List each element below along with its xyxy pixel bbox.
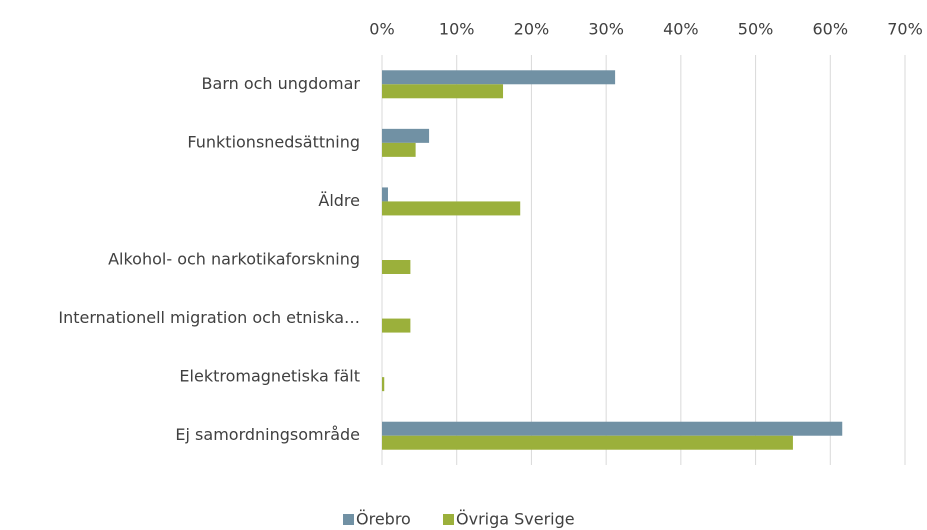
y-tick-label: Alkohol- och narkotikaforskning <box>108 250 360 269</box>
bar <box>382 377 385 392</box>
bar <box>382 142 416 157</box>
legend-swatch <box>343 514 354 525</box>
bar <box>382 260 411 274</box>
y-tick-label: Ej samordningsområde <box>175 425 360 444</box>
x-tick-label: 30% <box>588 20 624 39</box>
x-tick-label: 10% <box>439 20 475 39</box>
x-tick-label: 40% <box>663 20 699 39</box>
legend-swatch <box>443 514 454 525</box>
y-tick-label: Äldre <box>318 191 360 210</box>
legend-label: Örebro <box>356 510 411 529</box>
y-tick-label: Funktionsnedsättning <box>187 132 360 151</box>
bar <box>382 421 843 436</box>
bar <box>382 84 504 99</box>
legend-label: Övriga Sverige <box>456 510 575 529</box>
x-tick-label: 70% <box>887 20 923 39</box>
y-tick-label: Elektromagnetiska fält <box>179 367 360 386</box>
x-tick-label: 60% <box>813 20 849 39</box>
bar <box>382 435 793 450</box>
bar <box>382 187 388 202</box>
bar <box>382 201 521 216</box>
bar <box>382 318 411 333</box>
x-tick-label: 20% <box>514 20 550 39</box>
bar <box>382 70 616 85</box>
y-tick-label: Internationell migration och etniska… <box>58 308 360 327</box>
x-tick-label: 0% <box>369 20 394 39</box>
bar <box>382 128 430 143</box>
x-tick-label: 50% <box>738 20 774 39</box>
y-tick-label: Barn och ungdomar <box>202 74 361 93</box>
